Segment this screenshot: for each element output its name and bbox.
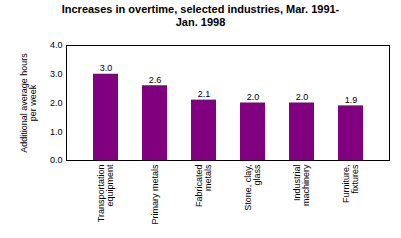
svg-text:1.0: 1.0 <box>50 127 63 137</box>
svg-text:2.0: 2.0 <box>50 98 63 108</box>
svg-text:3.0: 3.0 <box>100 64 113 74</box>
svg-text:Additional average hoursper we: Additional average hoursper week <box>19 53 38 153</box>
svg-text:Fabricatedmetals: Fabricatedmetals <box>194 164 213 207</box>
svg-text:2.0: 2.0 <box>296 92 309 102</box>
svg-text:2.6: 2.6 <box>149 75 162 85</box>
svg-text:2.0: 2.0 <box>247 92 260 102</box>
svg-text:2.1: 2.1 <box>198 90 211 100</box>
svg-text:Primary metals: Primary metals <box>150 164 160 225</box>
svg-text:0.0: 0.0 <box>50 156 63 166</box>
svg-text:3.0: 3.0 <box>50 70 63 80</box>
svg-text:4.0: 4.0 <box>50 41 63 51</box>
svg-text:Industrialmachinery: Industrialmachinery <box>292 164 311 206</box>
svg-text:Stone, clay,glass: Stone, clay,glass <box>243 164 262 211</box>
svg-text:1.9: 1.9 <box>345 95 358 105</box>
html-text:Increases in overtime, selecte: Increases in overtime, selected industri… <box>61 3 340 29</box>
svg-text:Furniture,fixtures: Furniture,fixtures <box>341 164 360 203</box>
svg-text:Transportationequipment: Transportationequipment <box>96 164 115 222</box>
